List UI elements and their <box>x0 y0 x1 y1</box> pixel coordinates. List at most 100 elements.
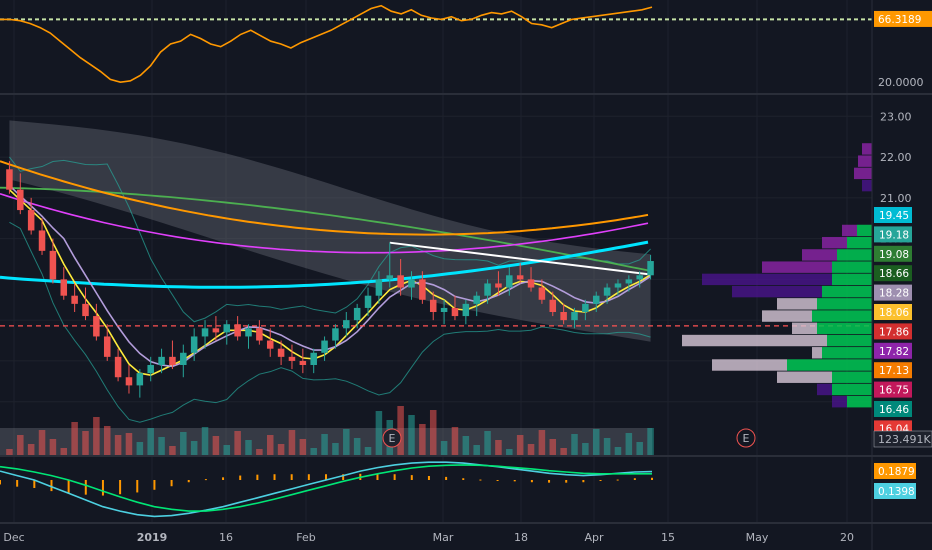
rsi-value-label: 66.3189 <box>878 14 921 26</box>
candle-body[interactable] <box>299 360 307 365</box>
candle-body[interactable] <box>582 303 589 312</box>
candle-body[interactable] <box>277 348 285 357</box>
volume-profile-bar <box>802 249 837 261</box>
volume-bar <box>397 406 404 455</box>
price-tag <box>874 226 912 243</box>
candle-body[interactable] <box>212 328 220 333</box>
rsi-pane[interactable] <box>0 4 872 84</box>
candle-body[interactable] <box>625 279 633 284</box>
candle-body[interactable] <box>603 287 611 296</box>
candle-body[interactable] <box>343 320 350 329</box>
candle-body[interactable] <box>353 307 361 321</box>
candle-body[interactable] <box>516 275 524 280</box>
volume-bar <box>169 446 176 455</box>
macd-pane[interactable] <box>0 461 653 518</box>
candle-body[interactable] <box>332 328 339 341</box>
candle-body[interactable] <box>614 283 622 288</box>
candle-body[interactable] <box>549 299 557 312</box>
candle-body[interactable] <box>419 279 426 300</box>
candle-body[interactable] <box>17 189 24 211</box>
candle-body[interactable] <box>6 169 13 190</box>
candle-body[interactable] <box>60 279 68 296</box>
volume-bar <box>364 447 372 455</box>
candle-body[interactable] <box>397 275 404 288</box>
volume-profile-bar-up <box>847 236 872 249</box>
candle-body[interactable] <box>180 352 187 365</box>
macd-histogram-bar <box>565 480 568 483</box>
volume-profile-bar <box>817 383 832 396</box>
candle-body[interactable] <box>71 295 78 304</box>
candle-body[interactable] <box>375 279 383 296</box>
earnings-marker-future[interactable] <box>736 428 756 448</box>
macd-histogram-bar <box>616 479 619 481</box>
price-axis[interactable]: 66.318920.000023.0022.0021.0020.0019.451… <box>873 10 932 499</box>
candle-body[interactable] <box>223 324 231 333</box>
volume-profile-bar <box>762 310 812 322</box>
volume-profile-bar-up <box>837 249 872 261</box>
candle-body[interactable] <box>462 303 470 317</box>
candle-body[interactable] <box>256 328 263 341</box>
candle-body[interactable] <box>125 377 133 386</box>
macd-histogram-bar <box>307 474 310 480</box>
candle-body[interactable] <box>408 279 415 288</box>
time-axis[interactable]: Dec 2019 16 Feb Mar 18 Apr 15 May 20 <box>3 531 854 544</box>
candle-body[interactable] <box>288 356 296 361</box>
candle-body[interactable] <box>495 283 502 288</box>
candle-body[interactable] <box>169 356 176 365</box>
earnings-marker[interactable] <box>382 428 402 448</box>
candle-body[interactable] <box>364 295 372 308</box>
candle-body[interactable] <box>538 287 546 300</box>
volume-bar <box>636 442 643 455</box>
candle-body[interactable] <box>266 340 274 349</box>
macd-histogram-bar <box>410 475 413 480</box>
candle-body[interactable] <box>158 356 165 365</box>
candle-body[interactable] <box>484 283 491 296</box>
volume-bar <box>527 444 535 455</box>
candle-body[interactable] <box>571 312 578 321</box>
price-pane[interactable] <box>0 120 872 423</box>
volume-bar <box>49 439 57 455</box>
price-tag <box>874 381 912 398</box>
price-tag-label: 16.75 <box>879 385 909 397</box>
macd-histogram-bar <box>651 477 653 480</box>
volume-profile-bar-up <box>832 273 872 286</box>
volume-bar <box>625 433 633 455</box>
candle-body[interactable] <box>114 356 122 378</box>
candle-body[interactable] <box>93 316 100 337</box>
ma-yellow <box>8 189 652 377</box>
candle-body[interactable] <box>321 340 328 353</box>
candle-body[interactable] <box>103 336 111 357</box>
candle-body[interactable] <box>386 275 394 280</box>
candle-body[interactable] <box>201 328 209 337</box>
volume-profile-bar <box>682 334 827 347</box>
volume-profile-bar <box>862 143 872 155</box>
candle-body[interactable] <box>82 303 89 317</box>
macd-histogram-bar <box>462 478 465 480</box>
candle-body[interactable] <box>49 250 57 280</box>
candle-body[interactable] <box>440 307 448 312</box>
candle-body[interactable] <box>245 328 252 337</box>
candle-body[interactable] <box>592 295 600 304</box>
candle-body[interactable] <box>147 365 154 374</box>
candle-body[interactable] <box>234 324 241 337</box>
candle-body[interactable] <box>560 312 567 321</box>
volume-bar <box>299 439 307 455</box>
candle-body[interactable] <box>38 230 46 251</box>
candle-body[interactable] <box>451 307 459 317</box>
candle-body[interactable] <box>27 210 35 231</box>
candle-body[interactable] <box>636 275 643 280</box>
candle-body[interactable] <box>310 352 317 365</box>
candle-body[interactable] <box>429 299 437 312</box>
candle-body[interactable] <box>527 279 535 288</box>
candle-body[interactable] <box>506 275 513 288</box>
volume-bar <box>473 445 480 455</box>
volume-bar <box>484 431 491 455</box>
candle-body[interactable] <box>473 295 480 304</box>
candle-body[interactable] <box>647 261 654 276</box>
candle-body[interactable] <box>136 373 144 386</box>
candle-body[interactable] <box>190 336 198 353</box>
macd-histogram-bar <box>290 474 293 480</box>
